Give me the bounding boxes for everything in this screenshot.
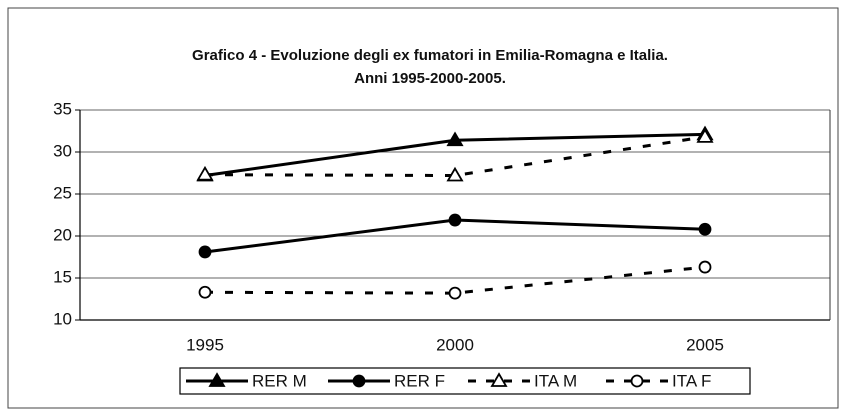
marker bbox=[198, 285, 212, 299]
series-line bbox=[204, 265, 706, 295]
marker bbox=[446, 166, 464, 182]
y-tick-label: 30 bbox=[53, 141, 72, 160]
y-tick-label: 25 bbox=[53, 183, 72, 202]
legend-marker bbox=[490, 372, 508, 387]
marker bbox=[196, 165, 214, 181]
series-line bbox=[204, 135, 706, 178]
marker bbox=[448, 286, 462, 300]
legend-marker bbox=[630, 374, 644, 388]
legend-label: ITA F bbox=[672, 371, 711, 390]
marker bbox=[696, 128, 714, 143]
y-tick-label: 15 bbox=[53, 267, 72, 286]
marker bbox=[698, 260, 712, 274]
marker bbox=[448, 213, 462, 227]
x-tick-label: 2005 bbox=[686, 335, 724, 354]
x-tick-label: 1995 bbox=[186, 335, 224, 354]
legend-box bbox=[179, 367, 751, 395]
y-tick-label: 10 bbox=[53, 309, 72, 328]
marker bbox=[698, 222, 712, 236]
chart-title: Grafico 4 - Evoluzione degli ex fumatori… bbox=[192, 47, 668, 64]
frame bbox=[7, 7, 839, 409]
legend-label: RER F bbox=[394, 371, 445, 390]
legend-label: RER M bbox=[252, 371, 307, 390]
x-tick-label: 2000 bbox=[436, 335, 474, 354]
legend-marker bbox=[352, 374, 366, 388]
y-tick-label: 20 bbox=[53, 225, 72, 244]
y-tick-label: 35 bbox=[53, 99, 72, 118]
legend-marker bbox=[208, 372, 226, 387]
marker bbox=[198, 245, 212, 259]
legend-label: ITA M bbox=[534, 371, 577, 390]
chart-subtitle: Anni 1995-2000-2005. bbox=[354, 70, 506, 87]
marker bbox=[446, 131, 464, 147]
